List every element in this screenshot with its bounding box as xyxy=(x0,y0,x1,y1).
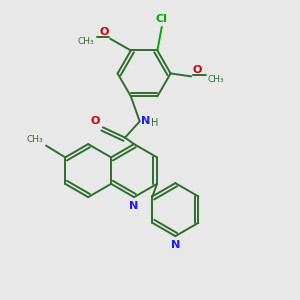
Text: O: O xyxy=(193,65,202,75)
Text: H: H xyxy=(151,118,158,128)
Text: N: N xyxy=(171,240,180,250)
Text: CH₃: CH₃ xyxy=(207,75,224,84)
Text: Cl: Cl xyxy=(156,14,168,24)
Text: N: N xyxy=(141,116,150,126)
Text: O: O xyxy=(91,116,100,126)
Text: CH₃: CH₃ xyxy=(26,135,43,144)
Text: N: N xyxy=(129,201,139,211)
Text: O: O xyxy=(99,27,109,37)
Text: CH₃: CH₃ xyxy=(77,37,94,46)
